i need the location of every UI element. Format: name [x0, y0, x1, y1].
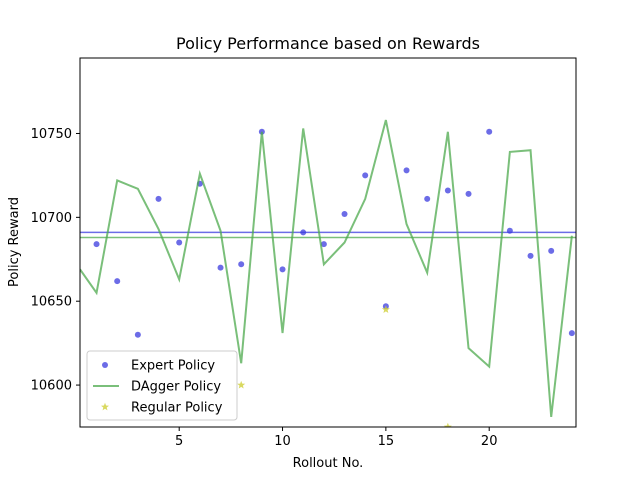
- x-tick-label: 5: [175, 434, 183, 449]
- expert-policy-point: [93, 241, 100, 248]
- axes-frame: [79, 57, 577, 428]
- expert-policy-point: [424, 195, 431, 202]
- expert-policy-point: [238, 261, 245, 268]
- expert-policy-point: [403, 167, 410, 174]
- x-tick-label: 15: [378, 434, 395, 449]
- expert-policy-point: [486, 128, 493, 135]
- expert-policy-point: [527, 252, 534, 259]
- plot-area: 5 10 15 20 10600 10650 10700 10750: [31, 57, 577, 449]
- expert-policy-point: [444, 187, 451, 194]
- legend-label: DAgger Policy: [131, 380, 221, 395]
- regular-policy-point: [443, 422, 452, 427]
- expert-policy-point: [134, 331, 141, 338]
- legend-regular-swatch: [101, 402, 109, 411]
- expert-policy-point: [279, 266, 286, 273]
- expert-policy-point: [155, 195, 162, 202]
- x-tick-label: 10: [274, 434, 291, 449]
- legend-label: Expert Policy: [131, 359, 215, 374]
- legend-box: [86, 350, 238, 421]
- y-tick-label: 10600: [31, 379, 72, 394]
- y-tick-label: 10650: [31, 295, 72, 310]
- expert-policy-point: [176, 239, 183, 246]
- expert-policy-point: [548, 247, 555, 254]
- legend-label: Regular Policy: [131, 401, 223, 416]
- regular-policy-point: [237, 380, 246, 389]
- regular-policy-point: [381, 305, 390, 313]
- legend: Expert Policy DAgger Policy Regular Policy: [86, 350, 238, 421]
- expert-policy-point: [465, 190, 472, 197]
- y-tick-label: 10700: [31, 211, 72, 226]
- y-tick-label: 10750: [31, 127, 72, 142]
- expert-policy-point: [506, 227, 513, 234]
- expert-policy-point: [114, 278, 121, 285]
- expert-policy-point: [568, 330, 575, 337]
- expert-policy-point: [341, 210, 348, 217]
- dagger-policy-line: [80, 119, 573, 418]
- expert-policy-point: [362, 172, 369, 179]
- y-axis-label: Policy Reward: [7, 197, 22, 287]
- expert-policy-point: [300, 229, 307, 236]
- x-axis-label: Rollout No.: [293, 456, 364, 471]
- legend-expert-swatch: [102, 362, 108, 368]
- expert-policy-point: [320, 241, 327, 248]
- x-tick-label: 20: [481, 434, 498, 449]
- chart-title: Policy Performance based on Rewards: [176, 34, 480, 53]
- expert-policy-point: [217, 264, 224, 271]
